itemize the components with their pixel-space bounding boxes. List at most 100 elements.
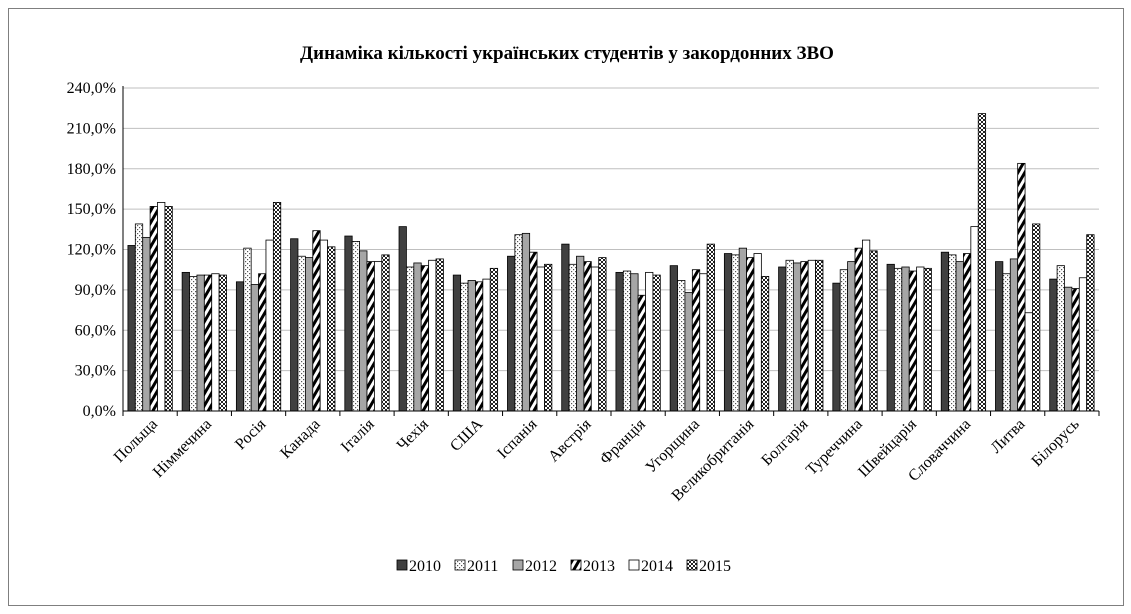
bar — [460, 282, 469, 412]
bar — [297, 255, 306, 412]
y-tick-label: 240,0% — [67, 80, 116, 97]
y-tick-label: 0,0% — [83, 403, 116, 420]
bar — [218, 274, 227, 412]
x-category-label: Литва — [988, 416, 1029, 457]
bar — [645, 271, 654, 412]
bar — [250, 284, 259, 412]
bar — [1024, 312, 1033, 412]
legend-swatch — [686, 559, 698, 571]
bar — [529, 251, 538, 412]
bar — [723, 253, 733, 412]
bar — [561, 243, 570, 412]
legend-item: 2011 — [454, 558, 498, 575]
bar — [955, 261, 964, 412]
x-category-label: Болгарія — [758, 415, 812, 469]
x-category-label: Росія — [232, 415, 270, 453]
bar — [948, 254, 957, 412]
bar — [1032, 223, 1041, 412]
bar — [265, 239, 274, 412]
bar — [467, 280, 476, 412]
bar — [901, 266, 910, 412]
bar — [637, 294, 646, 412]
bar-group — [290, 230, 336, 412]
bar-group — [507, 232, 553, 412]
bar — [373, 261, 383, 412]
bar — [807, 259, 816, 412]
bar — [312, 230, 321, 412]
bar — [590, 266, 600, 412]
bar — [699, 273, 708, 412]
bar — [127, 245, 136, 412]
y-tick-label: 120,0% — [67, 242, 116, 259]
bar — [211, 273, 220, 412]
bar — [832, 282, 841, 412]
legend-swatch — [512, 559, 524, 571]
legend-item: 2012 — [512, 558, 557, 575]
bar — [1002, 273, 1011, 412]
bar — [435, 258, 444, 412]
bar — [243, 247, 252, 412]
bar — [854, 247, 863, 412]
bar — [1009, 258, 1019, 412]
bar — [963, 253, 972, 412]
bar — [452, 274, 462, 412]
bar — [800, 261, 809, 412]
legend-label: 2015 — [699, 558, 731, 575]
bar-group — [669, 243, 715, 412]
bar — [544, 263, 553, 412]
bar-group — [127, 201, 173, 412]
bar-group — [995, 162, 1041, 412]
bar — [514, 234, 523, 412]
bar — [622, 270, 632, 412]
bar-group — [615, 270, 661, 412]
bar — [731, 254, 740, 412]
bar — [351, 241, 361, 412]
bar — [489, 267, 499, 412]
bar — [778, 266, 787, 412]
x-category-label: Польща — [111, 416, 161, 466]
bar-chart: Динаміка кількості українських студентів… — [67, 43, 1100, 575]
bar — [1056, 265, 1065, 412]
bar — [1086, 234, 1095, 412]
bar — [862, 239, 871, 412]
bar — [164, 206, 173, 412]
bar — [785, 259, 794, 412]
bar — [181, 271, 190, 412]
bar — [760, 276, 770, 412]
bar — [149, 206, 158, 412]
bar-group — [886, 263, 932, 412]
bar-group — [344, 235, 390, 412]
x-category-label: Франція — [597, 415, 650, 468]
bar — [235, 281, 245, 412]
bar — [970, 226, 979, 412]
bar — [894, 267, 903, 412]
axes — [122, 86, 1100, 416]
bar — [290, 238, 299, 412]
y-tick-label: 60,0% — [75, 322, 116, 339]
bar — [923, 267, 932, 412]
bar — [630, 273, 639, 412]
bar — [1078, 277, 1088, 412]
bar-group — [832, 239, 878, 412]
x-category-label: Австрія — [545, 415, 595, 465]
x-category-label: Канада — [277, 416, 323, 462]
x-category-label: Іспанія — [494, 415, 541, 462]
bar — [839, 269, 849, 412]
legend-swatch — [396, 559, 408, 571]
bar — [1064, 286, 1073, 412]
bar — [142, 236, 151, 412]
y-tick-label: 180,0% — [67, 161, 116, 178]
bar — [568, 263, 577, 412]
bar — [319, 239, 328, 412]
gridlines — [123, 87, 1099, 412]
y-tick-label: 210,0% — [67, 120, 116, 137]
bar — [406, 266, 415, 412]
bar — [677, 280, 686, 412]
bar — [157, 201, 166, 412]
chart-frame: Динаміка кількості українських студентів… — [8, 8, 1124, 606]
bar — [327, 246, 336, 412]
legend: 2010 2011 2012 2013 2014 2015 — [396, 558, 731, 575]
bar — [916, 266, 925, 412]
bar — [746, 257, 755, 412]
bar — [753, 253, 762, 412]
